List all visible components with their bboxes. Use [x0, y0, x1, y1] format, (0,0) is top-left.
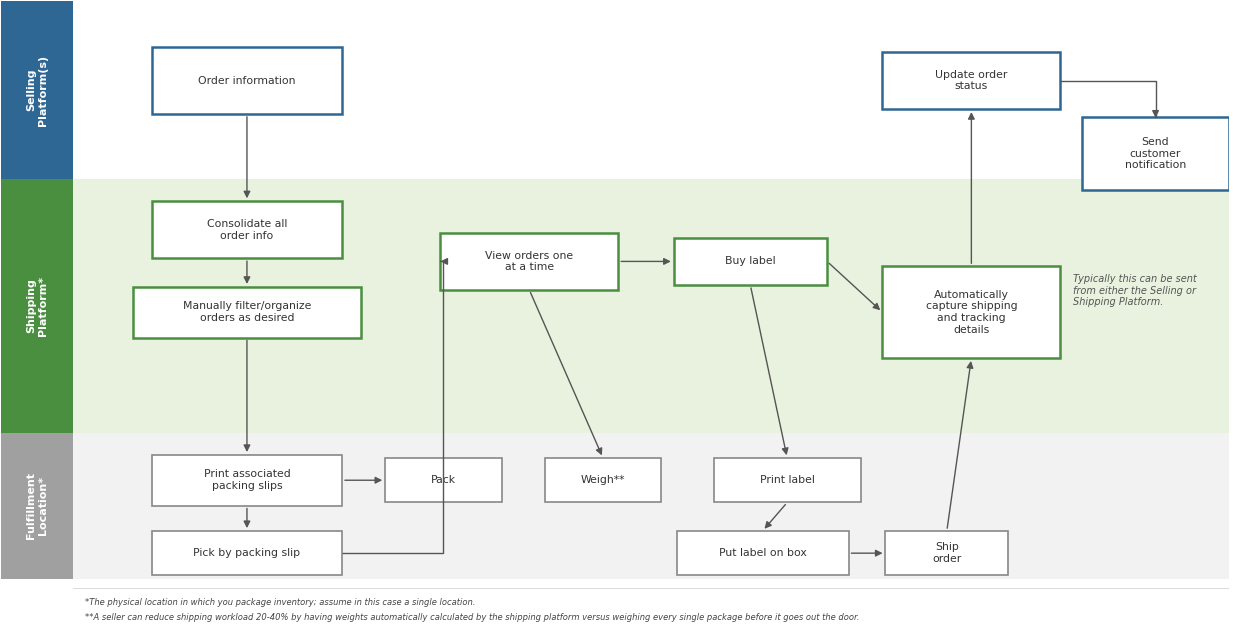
Text: Send
customer
notification: Send customer notification: [1124, 137, 1186, 170]
Bar: [152, 201, 342, 258]
Bar: [677, 531, 848, 575]
Bar: [152, 47, 342, 114]
Text: Ship
order: Ship order: [932, 542, 962, 564]
Bar: [673, 238, 827, 285]
Text: Weigh**: Weigh**: [581, 475, 625, 485]
Text: Consolidate all
order info: Consolidate all order info: [207, 219, 287, 241]
Bar: [1, 1, 73, 179]
Bar: [885, 531, 1009, 575]
Text: Pick by packing slip: Pick by packing slip: [194, 548, 301, 558]
Text: Typically this can be sent
from either the Selling or
Shipping Platform.: Typically this can be sent from either t…: [1073, 274, 1197, 307]
Text: View orders one
at a time: View orders one at a time: [486, 250, 573, 272]
Bar: [73, 433, 1229, 578]
Text: Put label on box: Put label on box: [719, 548, 806, 558]
Bar: [152, 531, 342, 575]
Text: Buy label: Buy label: [725, 257, 776, 266]
Text: Selling
Platform(s): Selling Platform(s): [26, 55, 48, 125]
Text: Shipping
Platform*: Shipping Platform*: [26, 276, 48, 336]
Bar: [73, 179, 1229, 433]
Bar: [1081, 117, 1229, 190]
Bar: [1, 179, 73, 433]
Bar: [545, 458, 661, 503]
Bar: [73, 1, 1229, 179]
Bar: [1, 433, 73, 578]
Bar: [714, 458, 861, 503]
Bar: [385, 458, 502, 503]
Text: Manually filter/organize
orders as desired: Manually filter/organize orders as desir…: [182, 301, 311, 323]
Text: Print label: Print label: [760, 475, 815, 485]
Text: Automatically
capture shipping
and tracking
details: Automatically capture shipping and track…: [926, 290, 1017, 334]
Bar: [152, 455, 342, 506]
Text: Update order
status: Update order status: [935, 70, 1007, 92]
Text: **A seller can reduce shipping workload 20-40% by having weights automatically c: **A seller can reduce shipping workload …: [85, 613, 859, 622]
Text: Order information: Order information: [199, 76, 296, 85]
Text: Fulfillment
Location*: Fulfillment Location*: [26, 472, 48, 539]
Bar: [883, 52, 1060, 109]
Bar: [883, 266, 1060, 358]
Bar: [440, 233, 619, 290]
Text: Print associated
packing slips: Print associated packing slips: [203, 469, 290, 491]
Text: Pack: Pack: [430, 475, 456, 485]
Bar: [133, 287, 360, 338]
Text: *The physical location in which you package inventory; assume in this case a sin: *The physical location in which you pack…: [85, 598, 475, 607]
